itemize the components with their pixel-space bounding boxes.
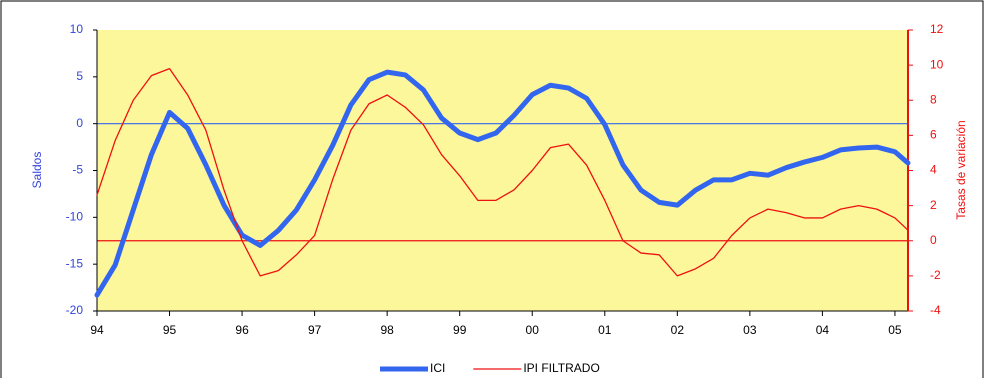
legend-label: IPI FILTRADO xyxy=(523,361,599,375)
x-tick-label: 05 xyxy=(888,323,902,337)
y2-tick-label: 2 xyxy=(930,198,937,212)
x-tick-label: 02 xyxy=(671,323,685,337)
x-tick-label: 94 xyxy=(90,323,104,337)
y2-axis-label: Tasas de variación xyxy=(954,120,968,219)
y-tick-label: 5 xyxy=(76,69,83,83)
x-tick-label: 04 xyxy=(816,323,830,337)
y-tick-label: -15 xyxy=(66,256,84,270)
y2-tick-label: -2 xyxy=(930,268,941,282)
y-tick-label: -10 xyxy=(66,210,84,224)
y2-tick-label: 12 xyxy=(930,22,944,36)
x-tick-label: 97 xyxy=(308,323,322,337)
y-tick-label: -20 xyxy=(66,303,84,317)
series-line xyxy=(96,67,909,277)
y2-tick-label: 10 xyxy=(930,57,944,71)
x-tick-label: 96 xyxy=(235,323,249,337)
x-tick-label: 99 xyxy=(453,323,467,337)
y-tick-label: -5 xyxy=(72,163,83,177)
y2-tick-label: -4 xyxy=(930,303,941,317)
x-tick-label: 98 xyxy=(380,323,394,337)
y-tick-label: 0 xyxy=(76,116,83,130)
legend-label: ICI xyxy=(430,361,445,375)
x-tick-label: 03 xyxy=(743,323,757,337)
x-tick-label: 95 xyxy=(163,323,177,337)
series-line xyxy=(94,69,911,298)
y2-tick-label: 8 xyxy=(930,92,937,106)
y-axis-label: Saldos xyxy=(30,152,44,189)
y-tick-label: 10 xyxy=(70,22,84,36)
y2-tick-label: 0 xyxy=(930,233,937,247)
y2-tick-label: 4 xyxy=(930,163,937,177)
x-tick-label: 01 xyxy=(598,323,612,337)
y2-tick-label: 6 xyxy=(930,128,937,142)
x-tick-label: 00 xyxy=(526,323,540,337)
